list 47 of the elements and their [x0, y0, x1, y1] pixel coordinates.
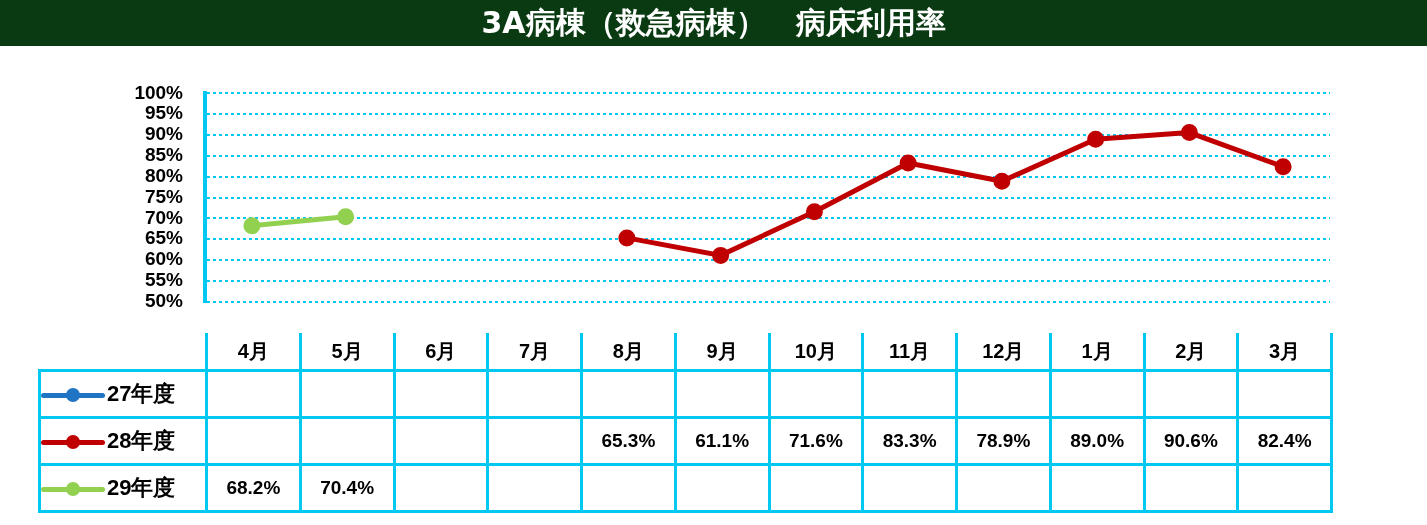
legend-label: 27年度: [107, 381, 176, 406]
point: [243, 217, 261, 235]
y-tick-label: 80%: [144, 164, 184, 186]
y-tick-label: 55%: [144, 269, 184, 291]
point: [337, 208, 355, 226]
data-label: 90.6%: [1144, 417, 1238, 465]
point: [1180, 124, 1198, 142]
x-tick-label: 6月: [394, 333, 488, 371]
chart-title: 3A病棟（救急病棟） 病床利用率: [0, 0, 1427, 46]
point: [1274, 158, 1292, 176]
point: [899, 154, 917, 172]
y-tick-label: 60%: [144, 248, 184, 270]
data-label: 61.1%: [675, 417, 769, 465]
x-tick-label: 2月: [1144, 333, 1238, 371]
x-tick-label: 1月: [1050, 333, 1144, 371]
y-tick-label: 75%: [144, 185, 184, 207]
point: [712, 246, 730, 264]
data-label: 68.2%: [206, 464, 301, 512]
x-tick-label: 8月: [581, 333, 676, 371]
data-label: 82.4%: [1237, 417, 1332, 465]
legend-label: 29年度: [107, 475, 176, 500]
x-tick-label: 7月: [487, 333, 582, 371]
x-tick-label: 12月: [956, 333, 1051, 371]
x-tick-label: 3月: [1237, 333, 1332, 371]
data-label: 89.0%: [1050, 417, 1144, 465]
x-tick-label: 4月: [206, 333, 301, 371]
data-label: 78.9%: [956, 417, 1051, 465]
x-tick-label: 9月: [675, 333, 769, 371]
x-tick-label: 10月: [769, 333, 863, 371]
y-tick-label: 100%: [134, 81, 184, 103]
point: [993, 172, 1011, 190]
y-tick-label: 85%: [144, 144, 184, 166]
data-label: 83.3%: [862, 417, 957, 465]
y-tick-label: 90%: [144, 123, 184, 145]
y-tick-label: 70%: [144, 206, 184, 228]
data-label: 70.4%: [300, 464, 394, 512]
y-tick-label: 50%: [144, 289, 184, 311]
data-label: 65.3%: [581, 417, 676, 465]
point: [1087, 130, 1105, 148]
point: [618, 229, 636, 247]
x-tick-label: 11月: [862, 333, 957, 371]
x-tick-label: 5月: [300, 333, 394, 371]
point: [805, 203, 823, 221]
legend-label: 28年度: [107, 428, 176, 453]
y-tick-label: 65%: [144, 227, 184, 249]
data-label: 71.6%: [769, 417, 863, 465]
y-tick-label: 95%: [144, 102, 184, 124]
